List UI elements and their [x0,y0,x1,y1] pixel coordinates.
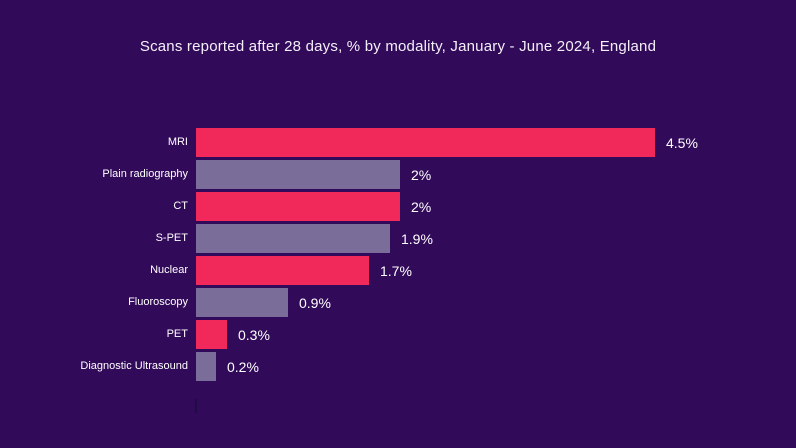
value-label: 2% [411,198,432,215]
category-label: Plain radiography [102,168,188,180]
bar [196,288,288,317]
category-label: PET [166,328,188,340]
bar-row: S-PET 1.9% [0,224,796,253]
bar [196,320,227,349]
value-label: 2% [411,166,432,183]
value-label: 0.9% [299,294,331,311]
bar [196,224,390,253]
axis-tick-zero [195,399,197,413]
bar [196,160,400,189]
bar-row: Fluoroscopy 0.9% [0,288,796,317]
value-label: 1.9% [401,230,433,247]
category-label: MRI [167,136,188,148]
bar-row: CT 2% [0,192,796,221]
category-label: CT [173,200,188,212]
chart-title: Scans reported after 28 days, % by modal… [139,38,657,55]
bar-row: Diagnostic Ultrasound 0.2% [0,352,796,381]
category-label: Diagnostic Ultrasound [80,360,188,372]
value-label: 0.3% [238,326,270,343]
bar-row: MRI 4.5% [0,128,796,157]
value-label: 0.2% [227,358,259,375]
bar-row: Plain radiography 2% [0,160,796,189]
category-label: Fluoroscopy [128,296,188,308]
bar [196,128,655,157]
category-label: S-PET [155,232,188,244]
value-label: 4.5% [666,134,698,151]
bar-row: Nuclear 1.7% [0,256,796,285]
bar [196,256,369,285]
value-label: 1.7% [380,262,412,279]
bar [196,192,400,221]
category-label: Nuclear [150,264,188,276]
bar-row: PET 0.3% [0,320,796,349]
bar [196,352,216,381]
